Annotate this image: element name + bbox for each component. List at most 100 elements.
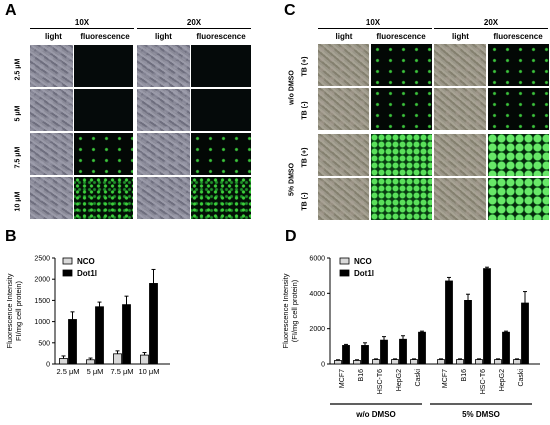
panel-a-col-fluorescence: fluorescence: [80, 32, 130, 41]
panel-c-divider: [434, 28, 548, 29]
micrograph-light: [318, 178, 369, 220]
micrograph-fluorescence: [74, 45, 133, 87]
micrograph-fluorescence: [371, 88, 432, 130]
bar-nco: [372, 359, 380, 365]
micrograph-fluorescence: [191, 177, 251, 219]
panel-c-row-label: TB (+): [301, 147, 309, 168]
micrograph-light: [30, 177, 73, 219]
micrograph-fluorescence: [191, 89, 251, 131]
panel-a-col-light: light: [45, 32, 62, 41]
bar-nco: [334, 360, 342, 365]
panel-letter-a: A: [5, 2, 17, 19]
bar-nco: [410, 359, 418, 365]
y-tick-label: 2000: [34, 277, 50, 284]
y-tick-label: 1000: [34, 319, 50, 326]
bar-dot1l: [399, 338, 407, 365]
panel-a-col-fluorescence: fluorescence: [196, 32, 246, 41]
bar-nco: [437, 359, 445, 365]
panel-c-divider: [318, 28, 432, 29]
x-tick-label: HepG2: [396, 369, 403, 391]
micrograph-light: [318, 44, 369, 86]
panel-a-row-label: 5 μM: [14, 105, 22, 122]
y-axis-label: Fluorescence Intensity: [5, 273, 14, 348]
panel-a-row-label: 7.5 μM: [14, 146, 22, 169]
micrograph-fluorescence: [74, 133, 133, 175]
micrograph-fluorescence: [488, 88, 549, 130]
bar-dot1l: [95, 306, 104, 365]
micrograph-fluorescence: [191, 45, 251, 87]
bar-dot1l: [521, 302, 529, 365]
bar-dot1l: [149, 283, 158, 365]
bar-dot1l: [464, 300, 472, 365]
legend-swatch-dot1l: [339, 269, 350, 277]
bar-nco: [494, 359, 502, 365]
panel-a-row-label: 10 μM: [14, 191, 22, 212]
y-tick-label: 6000: [309, 256, 325, 263]
legend-label-dot1l: Dot1l: [77, 269, 97, 278]
panel-letter-d: D: [285, 228, 297, 245]
micrograph-fluorescence: [488, 134, 549, 176]
bar-dot1l: [68, 319, 77, 365]
micrograph-light: [137, 177, 190, 219]
micrograph-fluorescence: [371, 134, 432, 176]
micrograph-light: [30, 45, 73, 87]
bar-dot1l: [380, 339, 388, 365]
y-axis-label: Fluorescence Intensity: [281, 273, 290, 348]
micrograph-light: [434, 134, 486, 176]
bar-nco: [140, 354, 149, 365]
bar-nco: [353, 360, 361, 365]
micrograph-light: [30, 133, 73, 175]
panel-a-col-light: light: [155, 32, 172, 41]
panel-c-col-light: light: [335, 32, 353, 41]
legend-label-dot1l: Dot1l: [354, 269, 374, 278]
micrograph-light: [434, 88, 486, 130]
bar-nco: [391, 359, 399, 365]
panel-b-chart: 0 500 1000 1500 2000 2500 Fluorescence Intensi…: [5, 256, 170, 376]
y-axis-label: FI/mg cell protein): [14, 280, 23, 341]
y-tick-label: 4000: [309, 291, 325, 298]
x-tick-label: 10 μM: [139, 367, 160, 376]
x-tick-label: 5 μM: [87, 367, 104, 376]
x-tick-label: MCF7: [339, 369, 346, 388]
micrograph-fluorescence: [371, 44, 432, 86]
panel-a-divider: [137, 28, 251, 29]
micrograph-light: [137, 89, 190, 131]
bar-nco: [86, 359, 95, 365]
x-tick-label: Caski: [415, 369, 422, 387]
panel-c-row-label: TB (+): [301, 56, 309, 77]
panel-d-chart: 0 2000 4000 6000 Fluorescence Intensity (FI/m…: [281, 256, 540, 419]
panel-a-divider: [30, 28, 134, 29]
y-tick-label: 0: [321, 362, 325, 369]
micrograph-fluorescence: [74, 89, 133, 131]
legend-label-nco: NCO: [354, 257, 372, 266]
x-tick-label: Caski: [518, 369, 525, 387]
micrograph-fluorescence: [74, 177, 133, 219]
micrograph-fluorescence: [488, 178, 549, 220]
bar-dot1l: [418, 331, 426, 365]
y-tick-label: 500: [38, 340, 50, 347]
bar-nco: [513, 359, 521, 365]
x-tick-label: HSC-T6: [377, 369, 384, 394]
panel-c-mag-10x: 10X: [365, 18, 381, 27]
bar-dot1l: [342, 345, 350, 365]
group-label: w/o DMSO: [355, 410, 396, 419]
panel-c-row-label: TB (-): [301, 192, 309, 211]
x-tick-label: B16: [461, 369, 468, 382]
group-label: 5% DMSO: [462, 410, 500, 419]
micrograph-fluorescence: [371, 178, 432, 220]
panel-letter-c: C: [284, 2, 296, 19]
micrograph-light: [137, 133, 190, 175]
micrograph-light: [434, 44, 486, 86]
panel-a-row-label: 2.5 μM: [14, 58, 22, 81]
micrograph-light: [137, 45, 190, 87]
x-tick-label: B16: [358, 369, 365, 382]
x-tick-label: MCF7: [442, 369, 449, 388]
bar-nco: [113, 353, 122, 365]
y-tick-label: 2500: [34, 256, 50, 263]
bar-dot1l: [122, 304, 131, 365]
panel-a-mag-10x: 10X: [74, 18, 90, 27]
panel-c-group-label: 5% DMSO: [288, 162, 296, 197]
legend-swatch-dot1l: [62, 269, 73, 277]
panel-a-mag-20x: 20X: [186, 18, 202, 27]
micrograph-light: [30, 89, 73, 131]
